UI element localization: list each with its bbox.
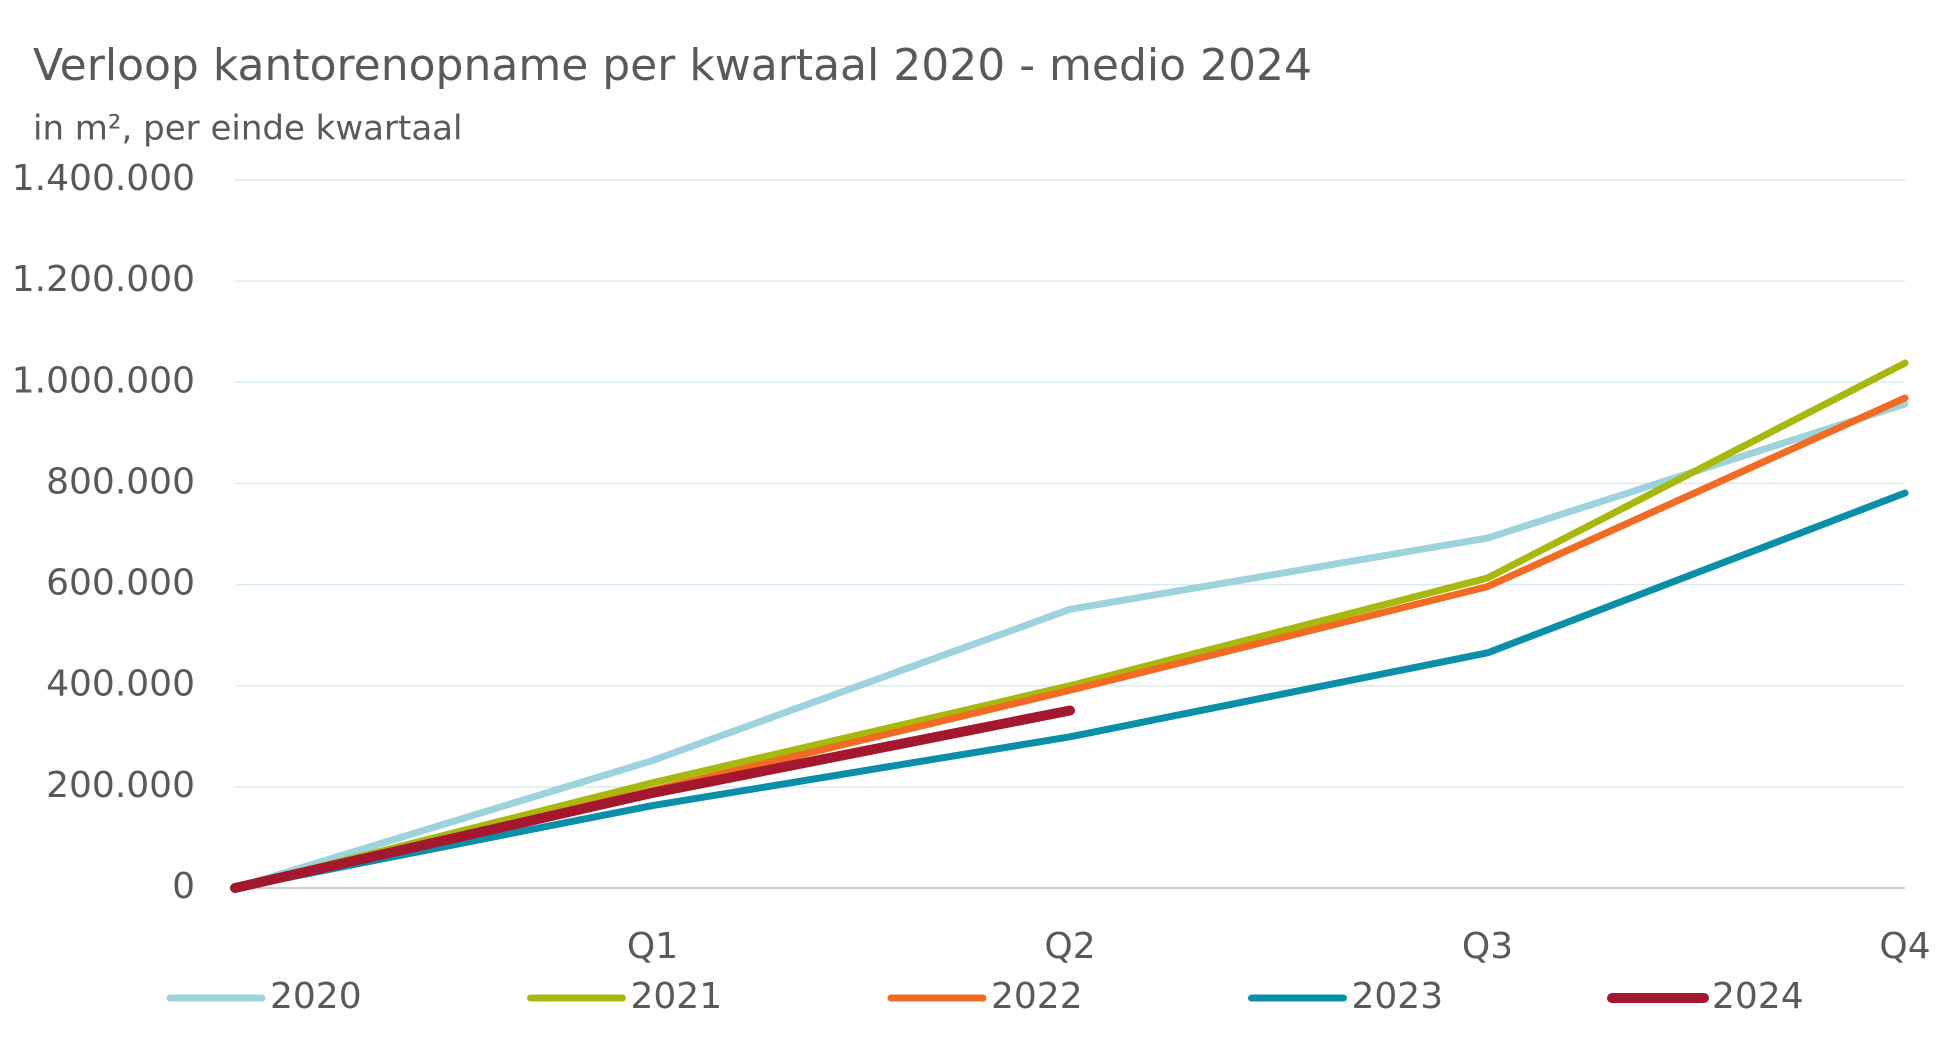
y-tick-label: 800.000	[46, 461, 195, 502]
legend-label: 2022	[991, 976, 1083, 1017]
x-tick-label: Q2	[1044, 926, 1095, 967]
series-line	[231, 400, 1909, 892]
y-tick-label: 0	[172, 866, 195, 907]
x-tick-label: Q1	[627, 926, 678, 967]
x-tick-label: Q3	[1462, 926, 1513, 967]
legend-label: 2023	[1352, 976, 1444, 1017]
x-tick-label: Q4	[1879, 926, 1930, 967]
y-tick-label: 200.000	[46, 765, 195, 806]
chart-title: Verloop kantorenopname per kwartaal 2020…	[33, 40, 1312, 91]
legend-label: 2020	[270, 976, 362, 1017]
y-tick-label: 1.400.000	[12, 158, 195, 199]
y-tick-label: 600.000	[46, 563, 195, 604]
chart-subtitle: in m², per einde kwartaal	[33, 109, 462, 149]
y-tick-label: 1.200.000	[12, 259, 195, 300]
series-line	[231, 489, 1909, 892]
series-line	[230, 705, 1075, 893]
legend-label: 2021	[631, 976, 723, 1017]
legend-label: 2024	[1712, 976, 1804, 1017]
y-tick-label: 1.000.000	[12, 360, 195, 401]
series-line	[231, 359, 1909, 892]
y-tick-label: 400.000	[46, 664, 195, 705]
